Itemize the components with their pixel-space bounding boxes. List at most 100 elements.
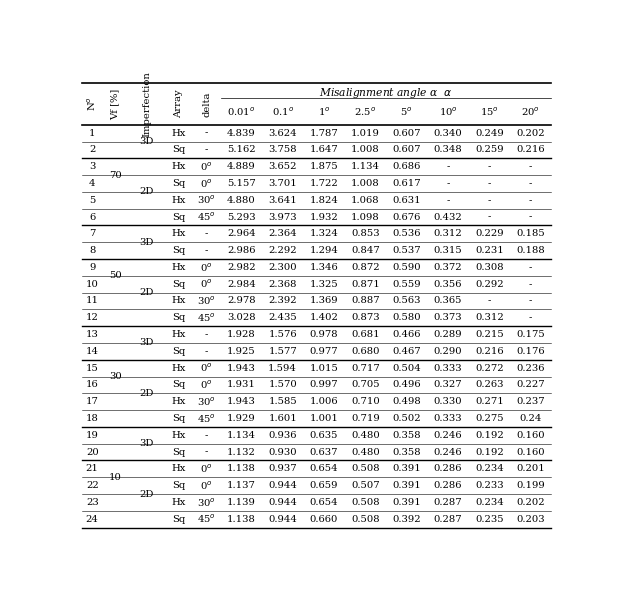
Text: 0.286: 0.286: [434, 481, 462, 490]
Text: 1.722: 1.722: [310, 179, 338, 188]
Text: 0.432: 0.432: [434, 212, 462, 221]
Text: 2D: 2D: [139, 490, 154, 499]
Text: 0.391: 0.391: [392, 498, 421, 507]
Text: 0.234: 0.234: [475, 498, 504, 507]
Text: 0$^o$: 0$^o$: [200, 278, 213, 291]
Text: Sq: Sq: [172, 280, 185, 289]
Text: -: -: [488, 212, 491, 221]
Text: 1.324: 1.324: [310, 229, 339, 239]
Text: 0.246: 0.246: [434, 447, 462, 456]
Text: 30$^o$: 30$^o$: [197, 496, 216, 509]
Text: 0$^o$: 0$^o$: [200, 177, 213, 190]
Text: 0.160: 0.160: [517, 447, 545, 456]
Text: 50: 50: [109, 271, 122, 280]
Text: 0.348: 0.348: [434, 145, 462, 154]
Text: 16: 16: [86, 380, 99, 389]
Text: 0.467: 0.467: [392, 347, 421, 356]
Text: 2.982: 2.982: [227, 263, 256, 272]
Text: 0.249: 0.249: [475, 129, 504, 138]
Text: 2.984: 2.984: [227, 280, 256, 289]
Text: -: -: [488, 179, 491, 188]
Text: 0.659: 0.659: [310, 481, 338, 490]
Text: 3: 3: [89, 162, 95, 171]
Text: 10$^o$: 10$^o$: [439, 105, 457, 118]
Text: 0.937: 0.937: [268, 465, 297, 474]
Text: 30$^o$: 30$^o$: [197, 295, 216, 307]
Text: 0.635: 0.635: [310, 431, 338, 440]
Text: 0.263: 0.263: [475, 380, 504, 389]
Text: -: -: [529, 179, 533, 188]
Text: delta: delta: [202, 91, 211, 117]
Text: 0.631: 0.631: [392, 196, 421, 205]
Text: 0.719: 0.719: [351, 414, 379, 423]
Text: 10: 10: [109, 473, 122, 482]
Text: 0$^o$: 0$^o$: [200, 480, 213, 492]
Text: 0.871: 0.871: [351, 280, 379, 289]
Text: 1.294: 1.294: [310, 246, 339, 255]
Text: 0.936: 0.936: [268, 431, 297, 440]
Text: 0.847: 0.847: [351, 246, 379, 255]
Text: 0.327: 0.327: [434, 380, 462, 389]
Text: 7: 7: [89, 229, 95, 239]
Text: 1.008: 1.008: [351, 145, 379, 154]
Text: -: -: [205, 145, 208, 154]
Text: 0.233: 0.233: [475, 481, 504, 490]
Text: 0.654: 0.654: [310, 465, 338, 474]
Text: 0.340: 0.340: [434, 129, 462, 138]
Text: Hx: Hx: [172, 498, 186, 507]
Text: 0.312: 0.312: [434, 229, 462, 239]
Text: 45$^o$: 45$^o$: [197, 211, 216, 223]
Text: 1.346: 1.346: [310, 263, 338, 272]
Text: 23: 23: [86, 498, 99, 507]
Text: 2D: 2D: [139, 187, 154, 196]
Text: 70: 70: [109, 170, 122, 179]
Text: 3D: 3D: [139, 238, 154, 247]
Text: 0.275: 0.275: [475, 414, 504, 423]
Text: 5: 5: [89, 196, 95, 205]
Text: 30: 30: [109, 372, 122, 381]
Text: 1.006: 1.006: [310, 397, 338, 406]
Text: -: -: [529, 263, 533, 272]
Text: 6: 6: [89, 212, 95, 221]
Text: 2.435: 2.435: [268, 313, 297, 322]
Text: 3.701: 3.701: [268, 179, 297, 188]
Text: 4.880: 4.880: [227, 196, 256, 205]
Text: Vf [%]: Vf [%]: [111, 89, 120, 120]
Text: -: -: [446, 162, 450, 171]
Text: 0.236: 0.236: [517, 364, 545, 373]
Text: 1.008: 1.008: [351, 179, 379, 188]
Text: 0.508: 0.508: [351, 498, 379, 507]
Text: 1.134: 1.134: [351, 162, 380, 171]
Text: 0.873: 0.873: [351, 313, 379, 322]
Text: 0.944: 0.944: [268, 481, 297, 490]
Text: 0.373: 0.373: [434, 313, 462, 322]
Text: 1.929: 1.929: [227, 414, 256, 423]
Text: 0.216: 0.216: [475, 347, 504, 356]
Text: 0.391: 0.391: [392, 481, 421, 490]
Text: 0.536: 0.536: [392, 229, 421, 239]
Text: Hx: Hx: [172, 229, 186, 239]
Text: Hx: Hx: [172, 364, 186, 373]
Text: 1.932: 1.932: [310, 212, 338, 221]
Text: -: -: [529, 297, 533, 306]
Text: Hx: Hx: [172, 330, 186, 339]
Text: -: -: [529, 313, 533, 322]
Text: 11: 11: [86, 297, 99, 306]
Text: 2.5$^o$: 2.5$^o$: [354, 105, 376, 118]
Text: 0.508: 0.508: [351, 465, 379, 474]
Text: Sq: Sq: [172, 246, 185, 255]
Text: 0.676: 0.676: [392, 212, 421, 221]
Text: 0.203: 0.203: [517, 515, 545, 524]
Text: 0.287: 0.287: [434, 498, 462, 507]
Text: 1.402: 1.402: [310, 313, 339, 322]
Text: -: -: [205, 229, 208, 239]
Text: 1.577: 1.577: [268, 347, 297, 356]
Text: 2D: 2D: [139, 288, 154, 297]
Text: 0.234: 0.234: [475, 465, 504, 474]
Text: 0.853: 0.853: [351, 229, 379, 239]
Text: 0.1$^o$: 0.1$^o$: [272, 105, 294, 118]
Text: -: -: [529, 162, 533, 171]
Text: 0.202: 0.202: [517, 498, 545, 507]
Text: 0.231: 0.231: [475, 246, 504, 255]
Text: 1.787: 1.787: [310, 129, 338, 138]
